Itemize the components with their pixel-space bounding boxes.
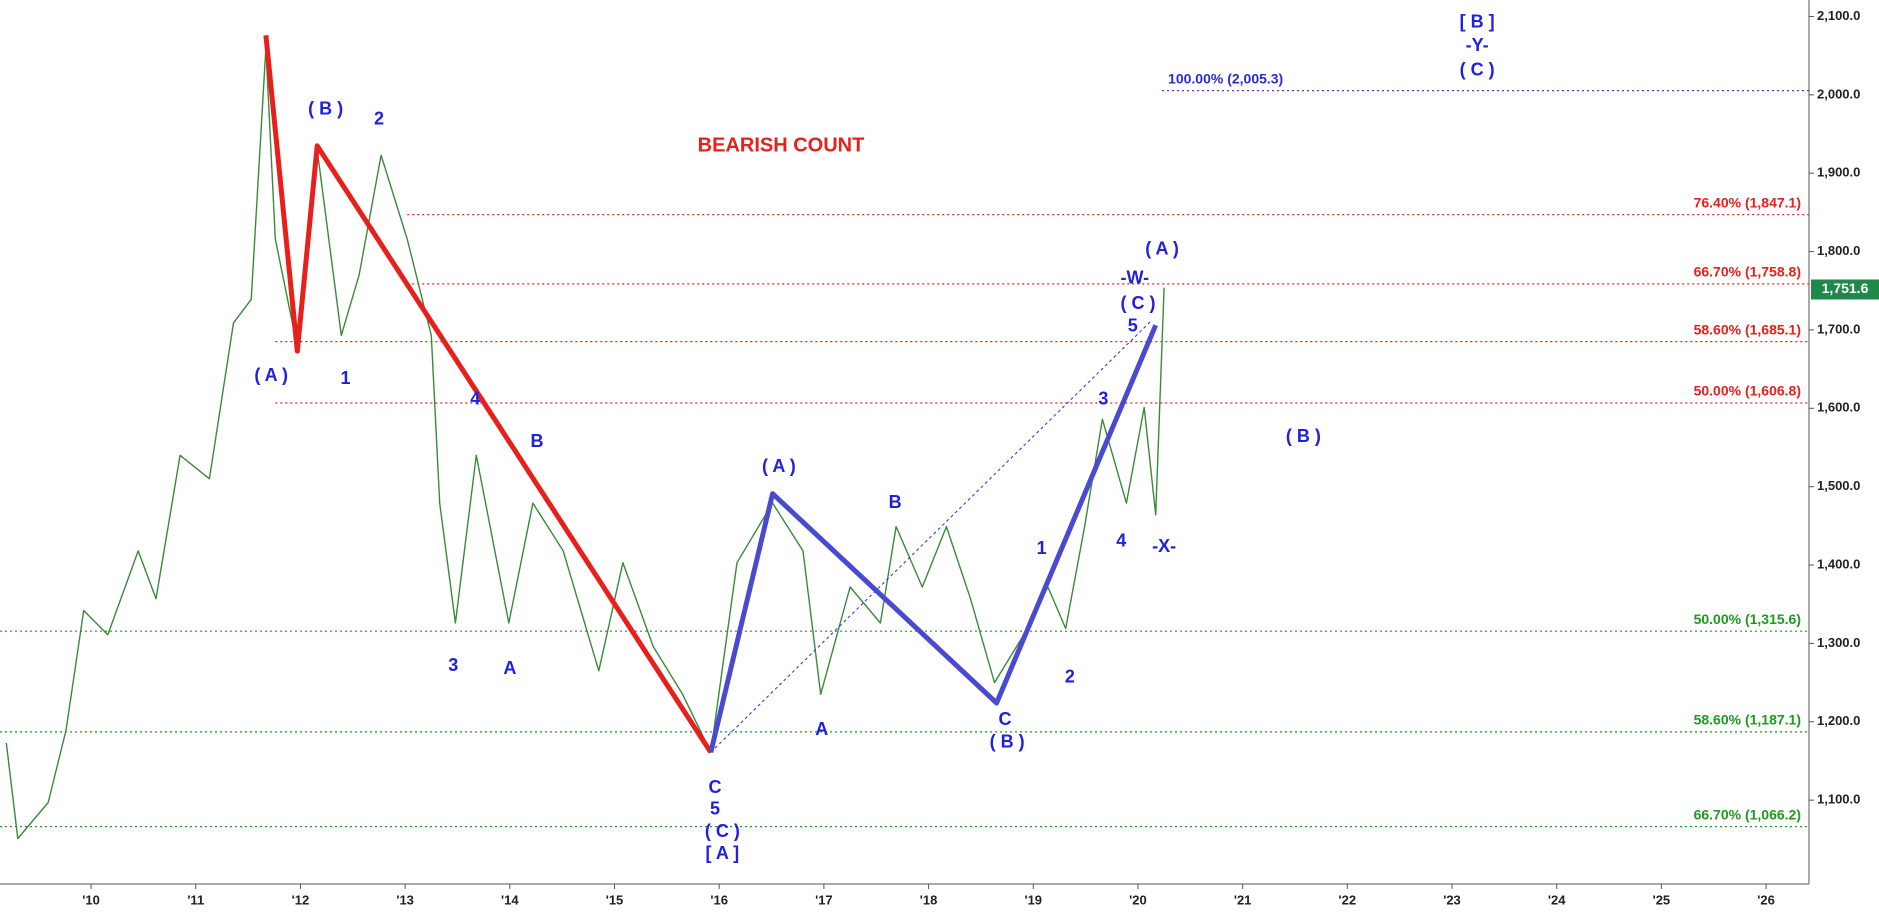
x-tick-label: '16 — [710, 892, 728, 907]
wave-label: 3 — [448, 655, 458, 675]
wave-label: 1 — [340, 368, 350, 388]
wave-label: ( B ) — [308, 98, 343, 118]
x-tick-label: '11 — [187, 892, 204, 907]
wave-label: 2 — [1065, 667, 1075, 687]
x-tick-label: '20 — [1129, 892, 1147, 907]
y-tick-label: 1,500.0 — [1817, 478, 1860, 493]
wave-label: -X- — [1152, 536, 1176, 556]
x-tick-label: '24 — [1548, 892, 1566, 907]
x-tick-label: '22 — [1339, 892, 1357, 907]
chart-title: BEARISH COUNT — [698, 134, 865, 156]
wave-label: B — [531, 431, 544, 451]
y-tick-label: 1,700.0 — [1817, 321, 1860, 336]
wave-label: B — [889, 492, 902, 512]
level-label: 100.00% (2,005.3) — [1168, 70, 1283, 86]
price-line — [5, 47, 1165, 840]
wave-label: 5 — [1128, 316, 1138, 336]
y-tick-label: 1,800.0 — [1817, 243, 1860, 258]
wave-line — [708, 324, 1159, 753]
last-price-tag — [1811, 279, 1879, 300]
x-tick-label: '14 — [501, 892, 519, 907]
wave-label: [ A ] — [706, 843, 740, 863]
y-tick-label: 1,100.0 — [1817, 792, 1860, 807]
last-price-label: 1,751.6 — [1822, 280, 1869, 296]
level-label: 50.00% (1,315.6) — [1694, 611, 1801, 627]
wave-label: A — [503, 658, 516, 678]
y-tick-label: 1,200.0 — [1817, 713, 1860, 728]
wave-label: 1 — [1037, 538, 1047, 558]
x-tick-label: '25 — [1653, 892, 1671, 907]
x-tick-label: '13 — [396, 892, 414, 907]
wave-label: 2 — [374, 109, 384, 129]
wave-label: 4 — [470, 388, 480, 408]
x-tick-label: '15 — [606, 892, 624, 907]
x-tick-label: '12 — [292, 892, 310, 907]
wave-label: 4 — [1116, 530, 1126, 550]
wave-label: ( A ) — [1145, 239, 1179, 259]
y-tick-label: 1,400.0 — [1817, 556, 1860, 571]
level-label: 58.60% (1,187.1) — [1694, 712, 1801, 728]
x-tick-label: '18 — [920, 892, 938, 907]
wave-label: C — [709, 777, 722, 797]
wave-label: 5 — [710, 798, 720, 818]
x-tick-label: '10 — [82, 892, 100, 907]
level-label: 76.40% (1,847.1) — [1694, 194, 1801, 210]
x-tick-label: '19 — [1024, 892, 1042, 907]
trend-line — [710, 320, 1152, 753]
wave-label: C — [999, 709, 1012, 729]
wave-label: ( A ) — [254, 365, 288, 385]
wave-label: ( B ) — [1286, 426, 1321, 446]
y-tick-label: 1,600.0 — [1817, 400, 1860, 415]
y-tick-label: 1,900.0 — [1817, 165, 1860, 180]
wave-label: ( A ) — [762, 456, 796, 476]
wave-label: ( B ) — [990, 732, 1025, 752]
y-tick-label: 2,000.0 — [1817, 86, 1860, 101]
wave-line — [263, 35, 713, 754]
wave-label: ( C ) — [705, 821, 740, 841]
wave-label: A — [815, 719, 828, 739]
level-label: 66.70% (1,066.2) — [1694, 806, 1801, 822]
x-tick-label: '21 — [1234, 892, 1252, 907]
y-tick-label: 2,100.0 — [1817, 8, 1860, 23]
wave-label: -Y- — [1466, 35, 1489, 55]
y-tick-label: 1,300.0 — [1817, 635, 1860, 650]
wave-label: ( C ) — [1460, 59, 1495, 79]
wave-label: 3 — [1098, 388, 1108, 408]
wave-label: ( C ) — [1120, 293, 1155, 313]
wave-label: -W- — [1121, 268, 1150, 288]
level-label: 50.00% (1,606.8) — [1694, 383, 1801, 399]
level-label: 66.70% (1,758.8) — [1694, 264, 1801, 280]
x-tick-label: '17 — [815, 892, 833, 907]
wave-label: [ B ] — [1460, 11, 1495, 31]
x-tick-label: '23 — [1443, 892, 1461, 907]
level-label: 58.60% (1,685.1) — [1694, 321, 1801, 337]
x-tick-label: '26 — [1757, 892, 1775, 907]
